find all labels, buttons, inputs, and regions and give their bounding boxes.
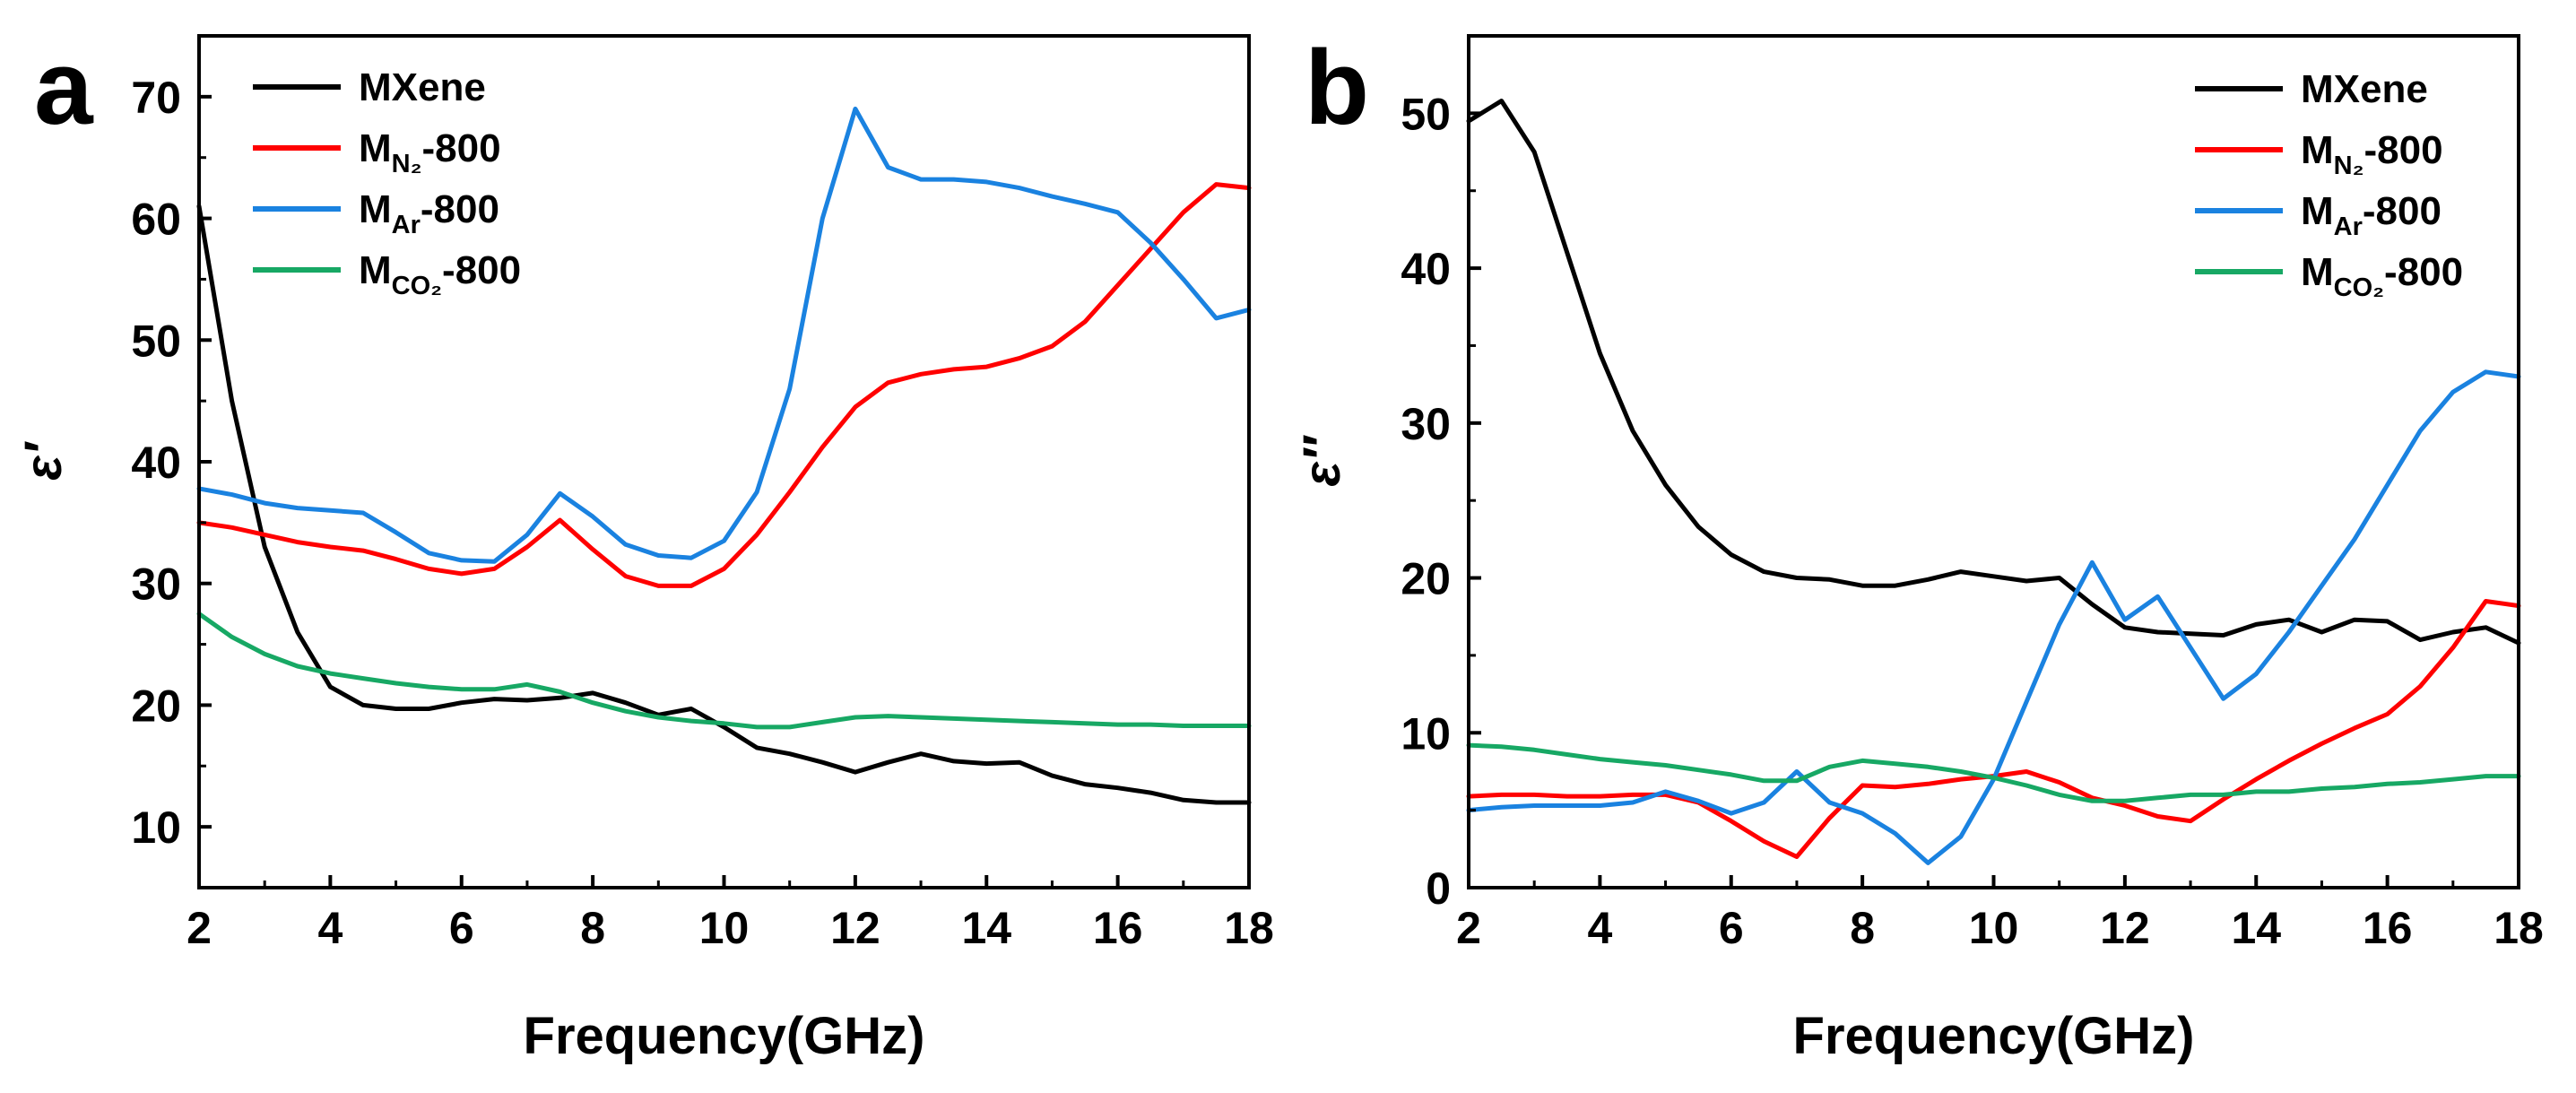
y-tick-label: 60 bbox=[131, 195, 181, 245]
x-tick-label: 2 bbox=[1456, 903, 1481, 953]
series-line-mar-800 bbox=[1466, 369, 2521, 865]
series-line-mco2-800 bbox=[1466, 742, 2521, 803]
x-tick-label: 6 bbox=[1719, 903, 1744, 953]
legend-item: MCO₂-800 bbox=[253, 248, 521, 300]
panel-letter: a bbox=[34, 29, 94, 147]
legend-item: MN₂-800 bbox=[2195, 128, 2443, 180]
x-tick-label: 16 bbox=[1093, 903, 1143, 953]
legend-label: MN₂-800 bbox=[2301, 128, 2443, 180]
plot-frame bbox=[197, 34, 1251, 889]
x-tick-label: 14 bbox=[2231, 903, 2281, 953]
legend-label: MXene bbox=[359, 65, 486, 109]
legend-label-tail: -800 bbox=[442, 248, 521, 292]
legend-label: MAr-800 bbox=[2301, 189, 2442, 241]
x-tick-label: 18 bbox=[2494, 903, 2544, 953]
legend-label-tail: Xene bbox=[2334, 67, 2428, 111]
legend-label-base: M bbox=[2301, 128, 2334, 172]
legend-label: MCO₂-800 bbox=[359, 248, 521, 300]
legend-label: MCO₂-800 bbox=[2301, 250, 2463, 302]
series-lines bbox=[1466, 99, 2521, 865]
y-tick-label: 50 bbox=[1401, 89, 1451, 139]
legend-label-subscript: Ar bbox=[2334, 213, 2363, 241]
legend-item: MAr-800 bbox=[2195, 189, 2442, 241]
legend-label-subscript: CO₂ bbox=[392, 272, 442, 300]
legend-label-tail: -800 bbox=[2384, 250, 2463, 294]
legend-label-base: M bbox=[2301, 67, 2334, 111]
series-line-mxene bbox=[1466, 99, 2521, 646]
y-tick-label: 30 bbox=[1401, 399, 1451, 449]
x-tick-label: 10 bbox=[699, 903, 750, 953]
series-line-mn2-800 bbox=[1466, 599, 2521, 859]
legend-label-tail: -800 bbox=[2363, 189, 2442, 233]
y-tick-label: 0 bbox=[1426, 863, 1451, 914]
x-tick-label: 8 bbox=[580, 903, 605, 953]
series-line-mco2-800 bbox=[196, 612, 1252, 730]
legend-item: MXene bbox=[2195, 67, 2428, 111]
y-tick-label: 70 bbox=[131, 73, 181, 123]
legend-label-base: M bbox=[359, 248, 392, 292]
x-tick-label: 2 bbox=[186, 903, 212, 953]
legend-label-subscript: N₂ bbox=[2334, 152, 2364, 180]
y-tick-label: 40 bbox=[131, 438, 181, 488]
legend-label-tail: Xene bbox=[392, 65, 486, 109]
y-tick-label: 20 bbox=[1401, 554, 1451, 604]
x-tick-label: 14 bbox=[961, 903, 1011, 953]
legend-label-base: M bbox=[2301, 250, 2334, 294]
y-tick-label: 40 bbox=[1401, 244, 1451, 294]
y-tick-label: 10 bbox=[131, 802, 181, 853]
legend-label-tail: -800 bbox=[422, 126, 501, 170]
x-axis-title: Frequency(GHz) bbox=[524, 1007, 925, 1065]
y-tick-label: 20 bbox=[131, 681, 181, 731]
legend-label: MN₂-800 bbox=[359, 126, 501, 178]
x-tick-label: 10 bbox=[1969, 903, 2019, 953]
x-tick-label: 12 bbox=[2100, 903, 2150, 953]
legend-label-tail: -800 bbox=[421, 187, 499, 231]
y-axis-title: ε″ bbox=[1293, 435, 1351, 487]
legend-label-base: M bbox=[359, 187, 392, 231]
legend-label-subscript: Ar bbox=[392, 211, 421, 239]
panel-letter: b bbox=[1305, 29, 1369, 147]
series-line-mxene bbox=[196, 204, 1252, 805]
panel-a: a 2 4 6 8 10 12 14 16 18 10 20 30 40 50 60 70 Frequency(G… bbox=[14, 29, 1274, 1065]
legend-label-base: M bbox=[2301, 189, 2334, 233]
series-lines bbox=[196, 106, 1252, 805]
legend-item: MN₂-800 bbox=[253, 126, 501, 178]
legend-item: MAr-800 bbox=[253, 187, 499, 239]
legend-item: MXene bbox=[253, 65, 486, 109]
legend-label-base: M bbox=[359, 126, 392, 170]
legend-label-subscript: CO₂ bbox=[2334, 273, 2384, 302]
x-tick-label: 4 bbox=[1587, 903, 1612, 953]
legend-item: MCO₂-800 bbox=[2195, 250, 2463, 302]
y-tick-label: 30 bbox=[131, 560, 181, 610]
x-tick-label: 12 bbox=[830, 903, 880, 953]
x-tick-label: 18 bbox=[1224, 903, 1274, 953]
x-tick-label: 8 bbox=[1850, 903, 1875, 953]
series-line-mar-800 bbox=[196, 106, 1252, 564]
legend-label-subscript: N₂ bbox=[392, 150, 422, 178]
legend-label: MAr-800 bbox=[359, 187, 499, 239]
y-tick-label: 10 bbox=[1401, 708, 1451, 759]
y-axis-title: ε′ bbox=[14, 441, 73, 481]
legend-label-tail: -800 bbox=[2364, 128, 2443, 172]
legend-label-base: M bbox=[359, 65, 392, 109]
panel-b: b 2 4 6 8 10 12 14 16 18 0 10 20 30 40 50 Frequency(GHz)… bbox=[1293, 29, 2544, 1065]
x-tick-label: 6 bbox=[449, 903, 474, 953]
legend-label: MXene bbox=[2301, 67, 2428, 111]
y-tick-label: 50 bbox=[131, 316, 181, 366]
series-line-mn2-800 bbox=[196, 182, 1252, 588]
x-axis-title: Frequency(GHz) bbox=[1793, 1007, 2195, 1065]
x-tick-label: 16 bbox=[2363, 903, 2413, 953]
x-tick-label: 4 bbox=[317, 903, 343, 953]
